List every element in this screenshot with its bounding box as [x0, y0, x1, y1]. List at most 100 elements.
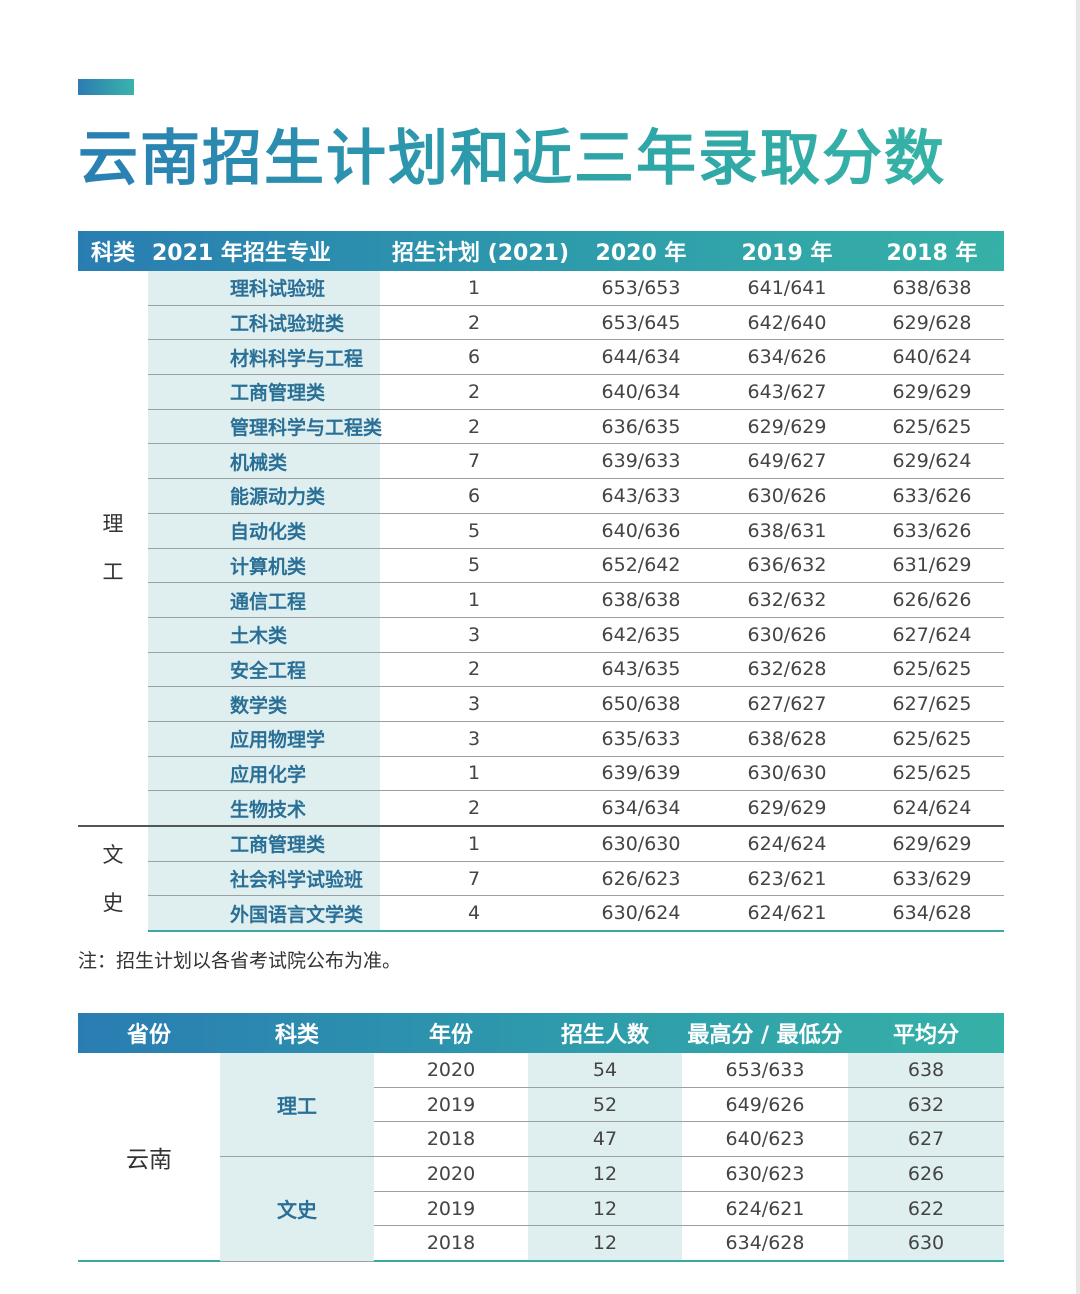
score-cell: 626/626	[860, 582, 1004, 618]
year-cell: 2019	[374, 1087, 528, 1123]
table-row: 2018 47 640/623 627	[78, 1121, 1004, 1158]
header-cell: 科类	[90, 241, 135, 266]
plan-count-cell: 7	[380, 443, 568, 480]
major-name-cell: 计算机类	[148, 548, 380, 584]
score-cell: 633/626	[860, 513, 1004, 549]
plan-count-cell: 3	[380, 721, 568, 757]
table-row: 数学类 3 650/638 627/627 627/625	[78, 686, 1004, 722]
category-char: 工	[102, 560, 124, 584]
plan-count-cell: 3	[380, 617, 568, 653]
header-cell: 年份	[428, 1023, 473, 1048]
score-cell: 653/653	[568, 271, 714, 306]
plan-count-cell: 1	[380, 824, 568, 862]
score-cell: 632/632	[714, 582, 860, 618]
major-name-cell: 材料科学与工程	[148, 339, 380, 376]
score-cell: 653/645	[568, 305, 714, 341]
header-cell: 科类	[274, 1023, 319, 1048]
plan-count-cell: 1	[380, 271, 568, 306]
table-row: 管理科学与工程类 2 636/635 629/629 625/625	[78, 409, 1004, 445]
major-name-cell: 生物技术	[148, 790, 380, 827]
score-cell: 629/629	[860, 824, 1004, 862]
major-name-cell: 能源动力类	[148, 478, 380, 514]
average-score-cell: 627	[848, 1121, 1004, 1158]
plan-count-cell: 2	[380, 790, 568, 827]
score-cell: 636/632	[714, 548, 860, 584]
table-row: 能源动力类 6 643/633 630/626 633/626	[78, 478, 1004, 514]
max-min-score-cell: 634/628	[682, 1225, 848, 1263]
average-score-cell: 638	[848, 1053, 1004, 1088]
major-name-cell: 应用化学	[148, 756, 380, 792]
header-cell: 招生人数	[560, 1023, 649, 1048]
table-row: 安全工程 2 643/635 632/628 625/625	[78, 652, 1004, 688]
category-cell: 理工	[78, 271, 148, 826]
category-cell: 理工	[220, 1053, 374, 1158]
year-cell: 2019	[374, 1191, 528, 1227]
province-cell: 云南	[78, 1053, 220, 1263]
table-row: 2018 12 634/628 630	[78, 1225, 1004, 1263]
footnote: 注：招生计划以各省考试院公布为准。	[78, 950, 402, 972]
plan-count-cell: 2	[380, 305, 568, 341]
enrollment-cell: 12	[528, 1225, 682, 1263]
score-cell: 629/629	[714, 409, 860, 445]
major-name-cell: 机械类	[148, 443, 380, 480]
score-cell: 633/626	[860, 478, 1004, 514]
score-cell: 650/638	[568, 686, 714, 722]
score-cell: 630/626	[714, 617, 860, 653]
table-row: 文史工商管理类 1 630/630 624/624 629/629	[78, 824, 1004, 932]
header-cell: 2018 年	[886, 241, 978, 266]
score-cell: 627/627	[714, 686, 860, 722]
score-cell: 630/630	[714, 756, 860, 792]
score-cell: 638/631	[714, 513, 860, 549]
table-row: 2019 12 624/621 622	[78, 1191, 1004, 1227]
header-cell: 2021 年招生专业	[152, 241, 331, 266]
score-cell: 642/640	[714, 305, 860, 341]
major-name-cell: 外国语言文学类	[148, 895, 380, 933]
score-cell: 630/626	[714, 478, 860, 514]
score-cell: 638/638	[568, 582, 714, 618]
score-cell: 641/641	[714, 271, 860, 306]
score-cell: 625/625	[860, 756, 1004, 792]
enrollment-cell: 54	[528, 1053, 682, 1088]
score-cell: 631/629	[860, 548, 1004, 584]
enrollment-cell: 47	[528, 1121, 682, 1158]
score-cell: 625/625	[860, 721, 1004, 757]
score-cell: 634/634	[568, 790, 714, 827]
plan-count-cell: 2	[380, 409, 568, 445]
score-cell: 624/624	[860, 790, 1004, 827]
enrollment-cell: 12	[528, 1191, 682, 1227]
plan-count-cell: 3	[380, 686, 568, 722]
score-cell: 626/623	[568, 861, 714, 897]
major-name-cell: 土木类	[148, 617, 380, 653]
max-min-score-cell: 649/626	[682, 1087, 848, 1123]
table-row: 社会科学试验班 7 626/623 623/621 633/629	[78, 861, 1004, 897]
score-cell: 642/635	[568, 617, 714, 653]
score-cell: 634/628	[860, 895, 1004, 933]
score-cell: 644/634	[568, 339, 714, 376]
major-name-cell: 理科试验班	[148, 271, 380, 306]
table-row: 外国语言文学类 4 630/624 624/621 634/628	[78, 895, 1004, 933]
score-cell: 640/624	[860, 339, 1004, 376]
table-row: 工科试验班类 2 653/645 642/640 629/628	[78, 305, 1004, 341]
max-min-score-cell: 653/633	[682, 1053, 848, 1088]
header-cell: 招生计划 (2021)	[392, 241, 569, 266]
major-name-cell: 数学类	[148, 686, 380, 722]
score-cell: 643/627	[714, 374, 860, 410]
score-cell: 636/635	[568, 409, 714, 445]
title-accent-bar	[78, 79, 134, 95]
score-cell: 643/633	[568, 478, 714, 514]
score-cell: 632/628	[714, 652, 860, 688]
plan-count-cell: 1	[380, 756, 568, 792]
table-row: 生物技术 2 634/634 629/629 624/624	[78, 790, 1004, 827]
score-cell: 652/642	[568, 548, 714, 584]
average-score-cell: 626	[848, 1156, 1004, 1192]
score-cell: 627/625	[860, 686, 1004, 722]
table-row: 应用化学 1 639/639 630/630 625/625	[78, 756, 1004, 792]
score-cell: 624/624	[714, 824, 860, 862]
enrollment-cell: 12	[528, 1156, 682, 1192]
score-cell: 643/635	[568, 652, 714, 688]
table-row: 2019 52 649/626 632	[78, 1087, 1004, 1123]
major-name-cell: 管理科学与工程类	[148, 409, 382, 445]
score-cell: 633/629	[860, 861, 1004, 897]
header-cell: 平均分	[892, 1023, 959, 1048]
score-cell: 623/621	[714, 861, 860, 897]
